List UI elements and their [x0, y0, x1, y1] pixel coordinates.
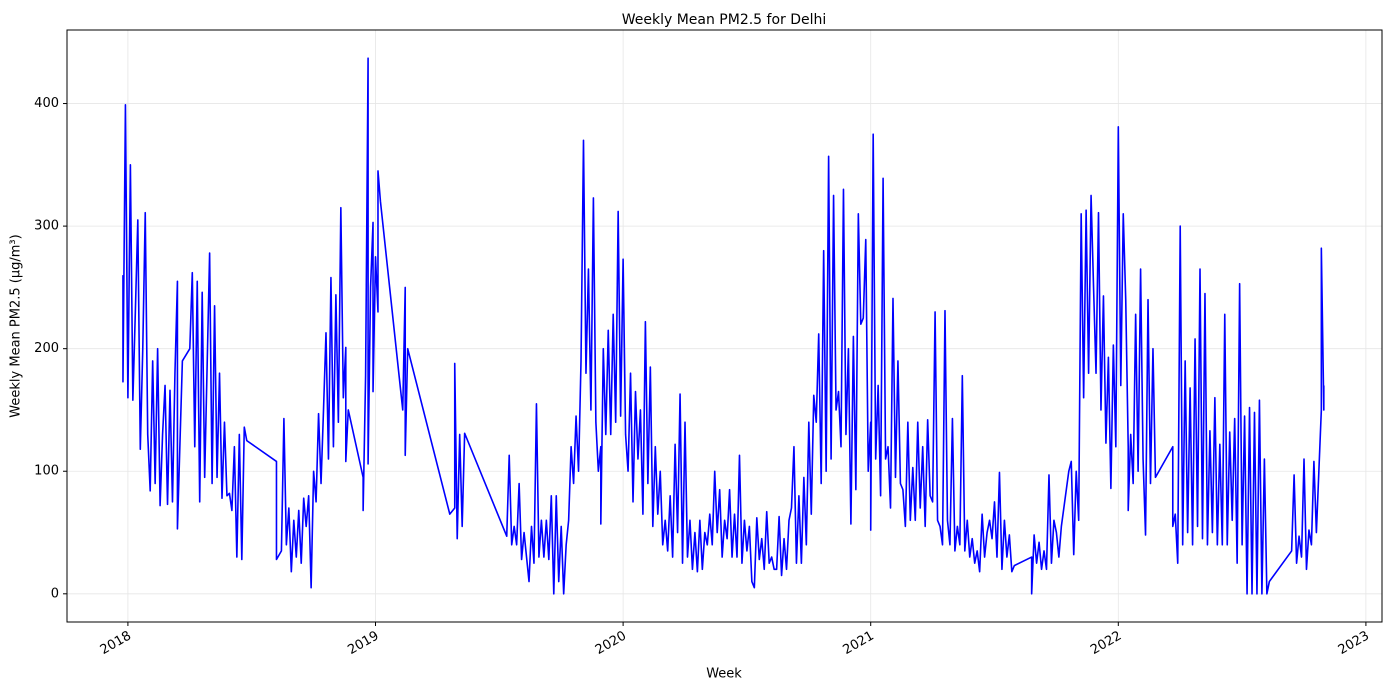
data-line — [122, 57, 1325, 595]
y-tick-label: 200 — [34, 341, 59, 356]
y-tick-label: 100 — [34, 464, 59, 479]
y-tick-label: 300 — [34, 219, 59, 234]
y-axis-label: Weekly Mean PM2.5 (µg/m³) — [9, 234, 24, 417]
y-tick-label: 400 — [34, 96, 59, 111]
x-axis-label: Week — [706, 667, 742, 682]
plot-frame — [66, 29, 1383, 623]
y-tick-label: 0 — [51, 586, 59, 601]
chart-title: Weekly Mean PM2.5 for Delhi — [622, 12, 827, 28]
